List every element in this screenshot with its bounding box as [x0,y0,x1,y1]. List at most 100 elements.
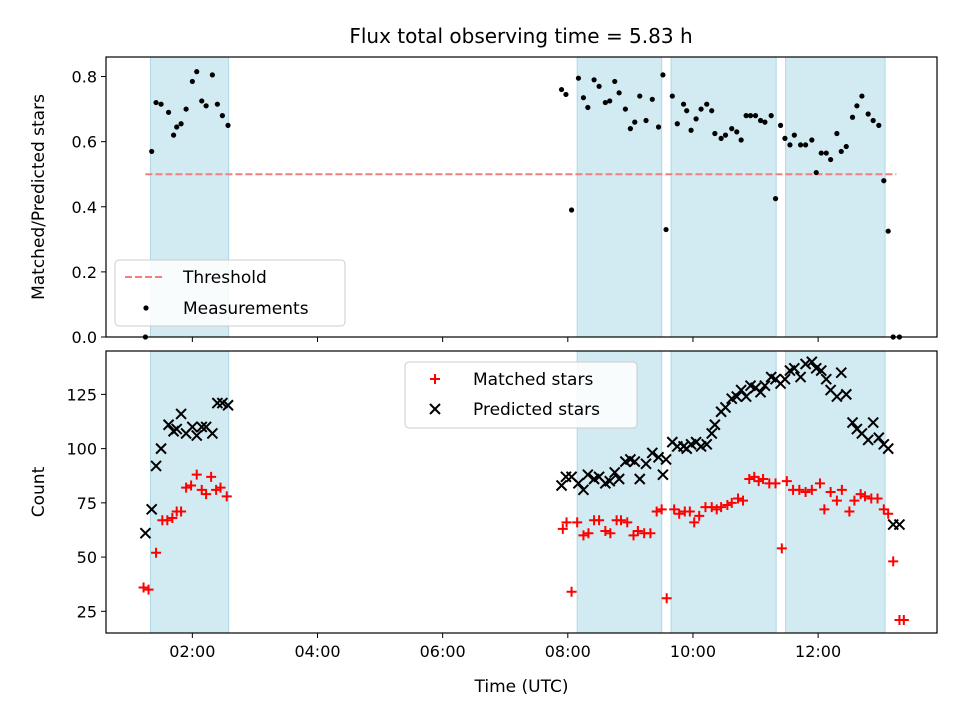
measurement-point [149,148,155,155]
observing-band [670,350,777,634]
measurement-point [627,126,633,132]
measurement-point [834,130,840,137]
measurement-point [688,127,694,133]
predicted-stars-point [175,408,187,420]
matched-stars-point [758,473,769,484]
predicted-stars-point [211,397,224,409]
y-tick-label: 0.6 [72,133,97,152]
predicted-stars-point [806,356,818,368]
matched-stars-point [669,504,680,515]
axes-frame [105,350,938,634]
matched-stars-point [162,515,173,526]
measurement-point [757,117,764,124]
matched-stars-point [844,506,855,517]
x-tick-label: 02:00 [169,642,215,661]
measurement-point [612,78,618,85]
predicted-stars-point [815,364,827,377]
measurement-point [818,150,824,156]
measurement-point [580,95,587,101]
predicted-stars-point [155,442,167,455]
measurement-point [738,137,744,143]
matched-stars-point [600,526,611,537]
y-tick-label: 0.8 [72,68,97,87]
matched-stars-point [831,495,842,506]
predicted-stars-point [835,366,847,379]
measurement-point [170,132,177,138]
measurement-point [876,122,882,128]
predicted-stars-point [191,429,203,442]
predicted-stars-point [150,460,162,472]
matched-stars-point [578,530,589,541]
matched-stars-point [176,506,187,517]
matched-stars-point [872,493,883,504]
predicted-stars-point [145,503,158,516]
measurement-point [622,106,628,112]
predicted-stars-point [735,384,747,396]
measurement-point [178,121,184,127]
measurement-point [575,75,582,81]
observing-band [670,56,777,338]
predicted-stars-point [196,421,208,433]
matched-stars-point [825,487,836,497]
measurement-point [209,72,215,78]
measurement-point [722,132,729,138]
matched-stars-point [167,513,178,524]
x-tick-label: 06:00 [420,642,466,661]
x-tick-label: 10:00 [670,642,716,661]
legend-measurements-swatch [143,305,149,311]
matched-stars-point [888,556,899,567]
measurement-point [797,142,804,148]
predicted-stars-point [788,362,801,375]
matched-stars-point [615,515,626,526]
measurement-point [729,126,735,132]
measurement-point [655,124,662,130]
matched-stars-point [836,484,847,495]
matched-stars-point [186,480,197,491]
measurement-point [616,90,622,96]
legend-box [114,259,346,327]
matched-stars-point [849,495,860,506]
predicted-stars-point [731,390,743,403]
measurement-point [802,142,809,148]
measurement-point [203,103,209,109]
matched-stars-point [684,506,695,517]
matched-stars-point [622,517,633,528]
predicted-stars-point [604,475,616,487]
matched-stars-point [572,517,583,528]
matched-stars-point [221,491,232,502]
matched-stars-point [814,478,825,489]
predicted-stars-point [572,477,585,490]
measurement-point [591,77,597,83]
matched-stars-point [860,491,871,502]
matched-stars-point [605,528,616,539]
predicted-stars-point [162,419,175,431]
predicted-stars-point [831,390,843,403]
measurement-point [849,114,856,120]
measurement-point [585,104,591,111]
predicted-stars-point [640,458,652,470]
y-tick-label: 0.2 [72,263,97,282]
measurement-point [718,135,724,141]
predicted-stars-point [206,427,219,440]
measurement-point [881,178,887,184]
legend-box [404,361,638,429]
matched-stars-point [806,484,817,495]
y-tick-label: 25 [77,602,97,621]
measurement-point [777,122,784,128]
legend: Threshold Measurements [114,259,346,327]
legend-measurements-label: Measurements [183,299,309,319]
measurement-point [558,86,565,93]
matched-stars-point [753,476,764,487]
matched-stars-point [674,508,685,519]
matched-stars-point [694,510,705,521]
measurement-point [183,106,189,112]
measurement-point [680,101,687,107]
matched-stars-point [206,471,217,482]
matched-stars-point [661,593,672,604]
y-tick-label: 0.4 [72,198,97,217]
measurement-point [838,148,844,155]
measurement-point [704,101,710,107]
bottom-panel-counts: 25 50 75 100 125 02:00 04:00 06:00 08:00 10:00 12:… [29,350,938,697]
matched-stars-point [794,484,805,495]
predicted-stars-point [555,479,568,492]
